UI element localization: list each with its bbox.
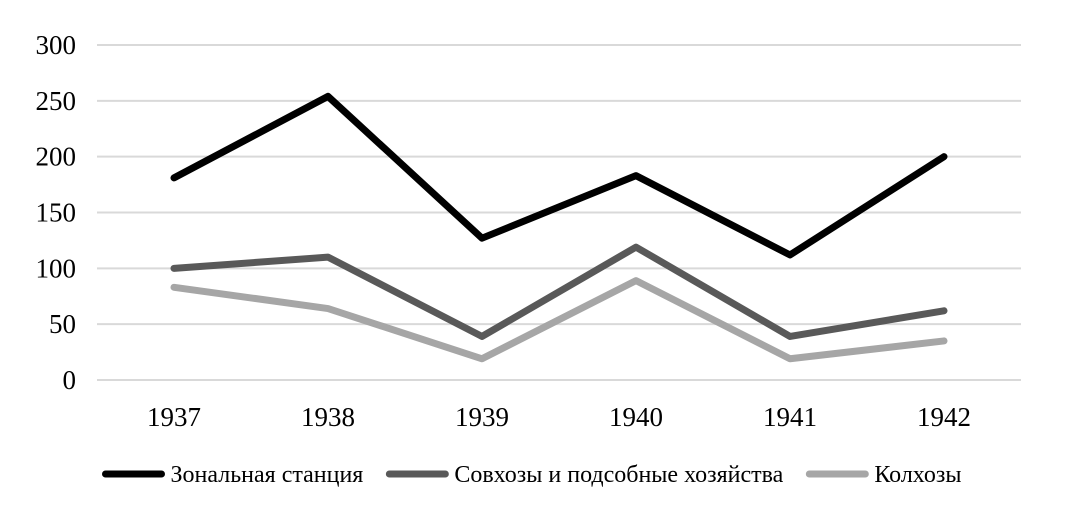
series-line-2 xyxy=(170,243,948,340)
legend-label-3: Колхозы xyxy=(874,462,961,488)
y-tick-label: 300 xyxy=(36,30,77,60)
x-tick-label: 1942 xyxy=(917,402,971,432)
series-lines xyxy=(170,92,948,363)
x-tick-label: 1938 xyxy=(301,402,355,432)
legend-label-1: Зональная станция xyxy=(171,462,364,488)
x-tick-label: 1939 xyxy=(455,402,509,432)
series-line-3 xyxy=(170,277,948,363)
x-tick-label: 1941 xyxy=(763,402,817,432)
y-axis-tick-labels: 0 50 100 150 200 250 300 xyxy=(36,30,77,395)
gridlines xyxy=(97,44,1021,381)
y-tick-label: 100 xyxy=(36,253,77,283)
y-tick-label: 200 xyxy=(36,142,77,172)
series-line-1 xyxy=(170,92,948,259)
y-tick-label: 150 xyxy=(36,198,77,228)
x-tick-label: 1940 xyxy=(609,402,663,432)
y-tick-label: 0 xyxy=(63,365,77,395)
x-axis-tick-labels: 1937 1938 1939 1940 1941 1942 xyxy=(147,402,971,432)
legend: Зональная станция Совхозы и подсобные хоз… xyxy=(102,462,962,488)
y-tick-label: 50 xyxy=(49,309,76,339)
legend-label-2: Совхозы и подсобные хозяйства xyxy=(454,462,783,488)
y-tick-label: 250 xyxy=(36,86,77,116)
x-tick-label: 1937 xyxy=(147,402,201,432)
